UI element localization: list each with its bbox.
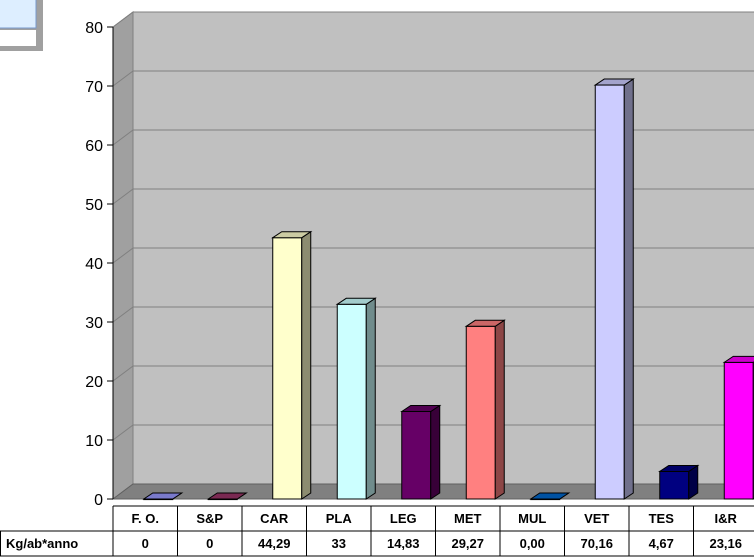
series-label: Kg/ab*anno	[6, 536, 78, 551]
bar-front	[659, 470, 690, 500]
bar-front	[336, 303, 367, 500]
data-cell: 0	[206, 536, 213, 551]
y-tick-label: 40	[85, 256, 103, 273]
bar-MUL	[529, 492, 571, 501]
data-cell: 29,27	[451, 536, 484, 551]
legend-fragment	[0, 0, 43, 51]
bar-CAR	[271, 230, 313, 500]
y-tick-label: 50	[85, 197, 103, 214]
category-label: MET	[454, 511, 482, 526]
y-tick-label: 0	[94, 492, 103, 509]
bars	[142, 78, 754, 501]
bar-top	[271, 231, 313, 239]
y-tick-label: 70	[85, 79, 103, 96]
bar-top	[206, 492, 248, 500]
bar-top	[529, 492, 571, 500]
bar-top	[400, 405, 442, 413]
bar-top	[335, 297, 377, 305]
bar-LEG	[400, 404, 442, 500]
y-tick-label: 60	[85, 138, 103, 155]
bar-I&R	[722, 355, 754, 500]
data-cell: 4,67	[649, 536, 674, 551]
y-axis: 0 10 20 30 40 50 60 70 80	[85, 20, 114, 509]
bar-F. O.	[142, 492, 184, 501]
category-label: S&P	[196, 511, 223, 526]
category-label: VET	[584, 511, 609, 526]
category-label: MUL	[518, 511, 546, 526]
data-cell: 0	[142, 536, 149, 551]
y-tick-label: 80	[85, 20, 103, 37]
data-cell: 70,16	[580, 536, 613, 551]
data-cell: 33	[332, 536, 346, 551]
data-cell: 23,16	[709, 536, 742, 551]
bar-PLA	[335, 297, 377, 500]
category-label: LEG	[390, 511, 417, 526]
bar-front	[723, 361, 754, 500]
category-label: CAR	[260, 511, 289, 526]
data-cell: 44,29	[258, 536, 291, 551]
bar-top	[658, 464, 700, 472]
bar-side	[365, 297, 376, 500]
bar-top	[464, 319, 506, 327]
bar-S&P	[206, 492, 248, 501]
gridline	[112, 365, 754, 382]
category-label: PLA	[326, 511, 353, 526]
bar-VET	[593, 78, 635, 500]
gridline	[112, 11, 754, 28]
gridline	[112, 424, 754, 441]
data-table: Kg/ab*anno F. O. 0 S&P 0 CAR 44,29 PLA 33 LEG 14,8…	[0, 505, 754, 557]
bar-front	[465, 325, 496, 500]
data-cell: 0,00	[520, 536, 545, 551]
bar-front	[594, 84, 625, 500]
bar-top	[593, 78, 635, 86]
bar-side	[623, 78, 634, 500]
gridline	[112, 247, 754, 264]
bar-MET	[464, 319, 506, 500]
bar-side	[301, 230, 312, 500]
bar-side	[430, 404, 441, 500]
bar-top	[142, 492, 184, 500]
bar-front	[272, 237, 303, 500]
bar-top	[722, 355, 754, 363]
bar-TES	[658, 464, 700, 500]
y-tick-label: 10	[85, 433, 103, 450]
gridline	[112, 188, 754, 205]
data-cell: 14,83	[387, 536, 420, 551]
bar-side	[494, 319, 505, 500]
category-label: I&R	[715, 511, 738, 526]
category-label: F. O.	[132, 511, 159, 526]
gridline	[112, 306, 754, 323]
category-label: TES	[649, 511, 675, 526]
bar-front	[401, 411, 432, 500]
gridline	[112, 129, 754, 146]
y-tick-label: 20	[85, 374, 103, 391]
y-tick-label: 30	[85, 315, 103, 332]
gridline	[112, 70, 754, 87]
